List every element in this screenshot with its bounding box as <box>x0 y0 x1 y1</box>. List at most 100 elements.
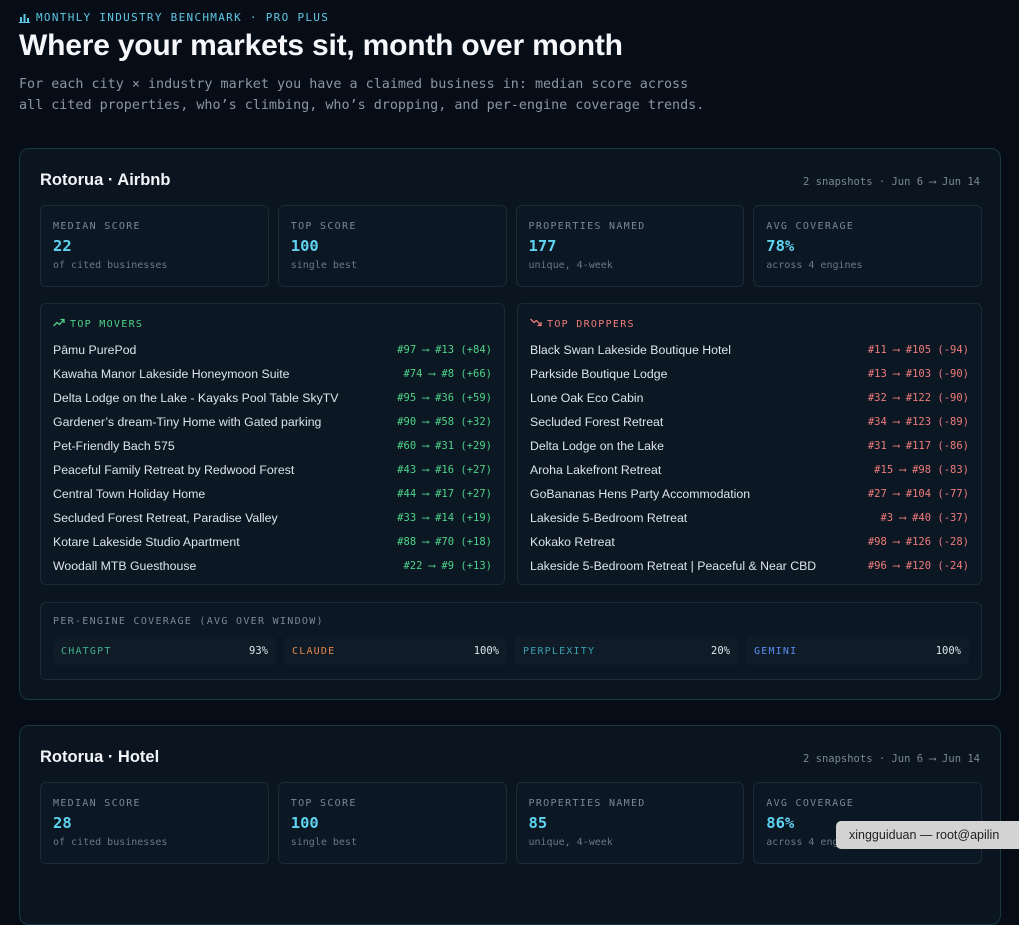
list-item: Lakeside 5-Bedroom Retreat #3 ⟶ #40 (-37) <box>530 506 969 530</box>
top-movers-panel: TOP MOVERS Pāmu PurePod #97 ⟶ #13 (+84) Ka… <box>40 303 505 585</box>
engine-value: 100% <box>473 645 499 657</box>
stat-value: 86% <box>766 814 795 832</box>
list-item: GoBananas Hens Party Accommodation #27 ⟶ … <box>530 482 969 506</box>
droppers-list: Black Swan Lakeside Boutique Hotel #11 ⟶ … <box>530 338 969 578</box>
property-name: Parkside Boutique Lodge <box>530 367 668 381</box>
list-item: Delta Lodge on the Lake - Kayaks Pool Ta… <box>53 386 492 410</box>
engine-claude: CLAUDE 100% <box>284 637 507 665</box>
rank-change: #33 ⟶ #14 (+19) <box>397 512 492 524</box>
property-name: Lone Oak Eco Cabin <box>530 391 644 405</box>
list-item: Central Town Holiday Home #44 ⟶ #17 (+27) <box>53 482 492 506</box>
rank-change: #98 ⟶ #126 (-28) <box>867 536 969 548</box>
stat-value: 78% <box>766 237 795 255</box>
market-title: Rotorua · Airbnb <box>40 171 171 189</box>
list-item: Secluded Forest Retreat, Paradise Valley… <box>53 506 492 530</box>
rank-change: #90 ⟶ #58 (+32) <box>397 416 492 428</box>
stat-sub: of cited businesses <box>53 260 168 271</box>
engine-name: GEMINI <box>754 645 798 657</box>
stat-value: 100 <box>290 237 319 255</box>
stat-label: TOP SCORE <box>290 798 357 809</box>
trending-down-icon <box>530 318 542 330</box>
list-item: Pet-Friendly Bach 575 #60 ⟶ #31 (+29) <box>53 434 492 458</box>
property-name: Delta Lodge on the Lake <box>530 439 665 453</box>
page-title: Where your markets sit, month over month <box>19 29 623 62</box>
property-name: Lakeside 5-Bedroom Retreat <box>530 511 688 525</box>
list-item: Peaceful Family Retreat by Redwood Fores… <box>53 458 492 482</box>
property-name: Secluded Forest Retreat <box>530 415 664 429</box>
top-droppers-label: TOP DROPPERS <box>547 318 635 330</box>
list-item: Pāmu PurePod #97 ⟶ #13 (+84) <box>53 338 492 362</box>
stat-value: 22 <box>53 237 72 255</box>
property-name: Pāmu PurePod <box>53 343 137 357</box>
list-item: Kawaha Manor Lakeside Honeymoon Suite #74… <box>53 362 492 386</box>
top-droppers-panel: TOP DROPPERS Black Swan Lakeside Boutiqu… <box>517 303 982 585</box>
property-name: Central Town Holiday Home <box>53 487 206 501</box>
engine-row: CHATGPT 93% CLAUDE 100% PERPLEXITY 20% G… <box>53 637 969 665</box>
property-name: Aroha Lakefront Retreat <box>530 463 662 477</box>
stat-sub: across 4 engines <box>766 837 863 848</box>
stat-label: AVG COVERAGE <box>766 798 855 809</box>
trending-up-icon <box>53 318 65 330</box>
property-name: Pet-Friendly Bach 575 <box>53 439 175 453</box>
engine-name: CLAUDE <box>292 645 336 657</box>
engine-coverage-label: PER-ENGINE COVERAGE (AVG OVER WINDOW) <box>53 616 324 627</box>
stat-label: MEDIAN SCORE <box>53 798 141 809</box>
engine-name: PERPLEXITY <box>523 645 596 657</box>
stat-median-score: MEDIAN SCORE 28 of cited businesses <box>40 782 269 864</box>
property-name: Kotare Lakeside Studio Apartment <box>53 535 240 549</box>
engine-chatgpt: CHATGPT 93% <box>53 637 276 665</box>
list-item: Secluded Forest Retreat #34 ⟶ #123 (-89) <box>530 410 969 434</box>
property-name: Secluded Forest Retreat, Paradise Valley <box>53 511 278 525</box>
market-card-rotorua-airbnb: Rotorua · Airbnb 2 snapshots · Jun 6 ⟶ J… <box>19 148 1001 700</box>
stat-median-score: MEDIAN SCORE 22 of cited businesses <box>40 205 269 287</box>
list-item: Kotare Lakeside Studio Apartment #88 ⟶ #7… <box>53 530 492 554</box>
stat-value: 177 <box>528 237 557 255</box>
stat-label: PROPERTIES NAMED <box>528 221 646 232</box>
terminal-window-tooltip: xingguiduan — root@apilin <box>836 821 1019 849</box>
rank-change: #15 ⟶ #98 (-83) <box>874 464 969 476</box>
eyebrow-text: MONTHLY INDUSTRY BENCHMARK · PRO PLUS <box>36 11 330 24</box>
per-engine-coverage: PER-ENGINE COVERAGE (AVG OVER WINDOW) CH… <box>40 602 982 680</box>
engine-name: CHATGPT <box>61 645 112 657</box>
engine-gemini: GEMINI 100% <box>746 637 969 665</box>
property-name: Peaceful Family Retreat by Redwood Fores… <box>53 463 295 477</box>
stat-sub: of cited businesses <box>53 837 168 848</box>
rank-change: #60 ⟶ #31 (+29) <box>397 440 492 452</box>
property-name: Lakeside 5-Bedroom Retreat | Peaceful & … <box>530 559 817 573</box>
rank-change: #97 ⟶ #13 (+84) <box>397 344 492 356</box>
list-item: Parkside Boutique Lodge #13 ⟶ #103 (-90) <box>530 362 969 386</box>
rank-change: #27 ⟶ #104 (-77) <box>867 488 969 500</box>
rank-change: #31 ⟶ #117 (-86) <box>867 440 969 452</box>
stat-label: PROPERTIES NAMED <box>528 798 646 809</box>
rank-change: #22 ⟶ #9 (+13) <box>403 560 492 572</box>
rank-change: #13 ⟶ #103 (-90) <box>867 368 969 380</box>
property-name: Kawaha Manor Lakeside Honeymoon Suite <box>53 367 290 381</box>
stat-value: 85 <box>528 814 548 832</box>
property-name: Gardener’s dream-Tiny Home with Gated pa… <box>53 415 322 429</box>
snapshot-meta: 2 snapshots · Jun 6 ⟶ Jun 14 <box>802 176 980 188</box>
rank-change: #95 ⟶ #36 (+59) <box>397 392 492 404</box>
bar-chart-icon <box>19 13 30 23</box>
rank-change: #74 ⟶ #8 (+66) <box>403 368 492 380</box>
rank-change: #88 ⟶ #70 (+18) <box>397 536 492 548</box>
top-droppers-heading: TOP DROPPERS <box>530 318 969 330</box>
rank-change: #32 ⟶ #122 (-90) <box>867 392 969 404</box>
stat-value: 28 <box>53 814 72 832</box>
list-item: Lone Oak Eco Cabin #32 ⟶ #122 (-90) <box>530 386 969 410</box>
stat-label: TOP SCORE <box>290 221 357 232</box>
list-item: Lakeside 5-Bedroom Retreat | Peaceful & … <box>530 554 969 578</box>
stat-tiles: MEDIAN SCORE 22 of cited businesses TOP … <box>40 205 982 287</box>
stat-sub: single best <box>290 260 357 271</box>
property-name: Black Swan Lakeside Boutique Hotel <box>530 343 731 357</box>
stat-top-score: TOP SCORE 100 single best <box>277 205 507 287</box>
stat-sub: unique, 4-week <box>528 260 613 271</box>
rank-change: #11 ⟶ #105 (-94) <box>867 344 969 356</box>
stat-label: MEDIAN SCORE <box>53 221 141 232</box>
stat-label: AVG COVERAGE <box>766 221 855 232</box>
property-name: Delta Lodge on the Lake - Kayaks Pool Ta… <box>53 391 339 405</box>
top-movers-label: TOP MOVERS <box>70 318 144 330</box>
eyebrow: MONTHLY INDUSTRY BENCHMARK · PRO PLUS <box>19 11 329 24</box>
stat-sub: unique, 4-week <box>528 837 613 848</box>
stat-sub: across 4 engines <box>766 260 863 271</box>
rank-change: #96 ⟶ #120 (-24) <box>867 560 969 572</box>
